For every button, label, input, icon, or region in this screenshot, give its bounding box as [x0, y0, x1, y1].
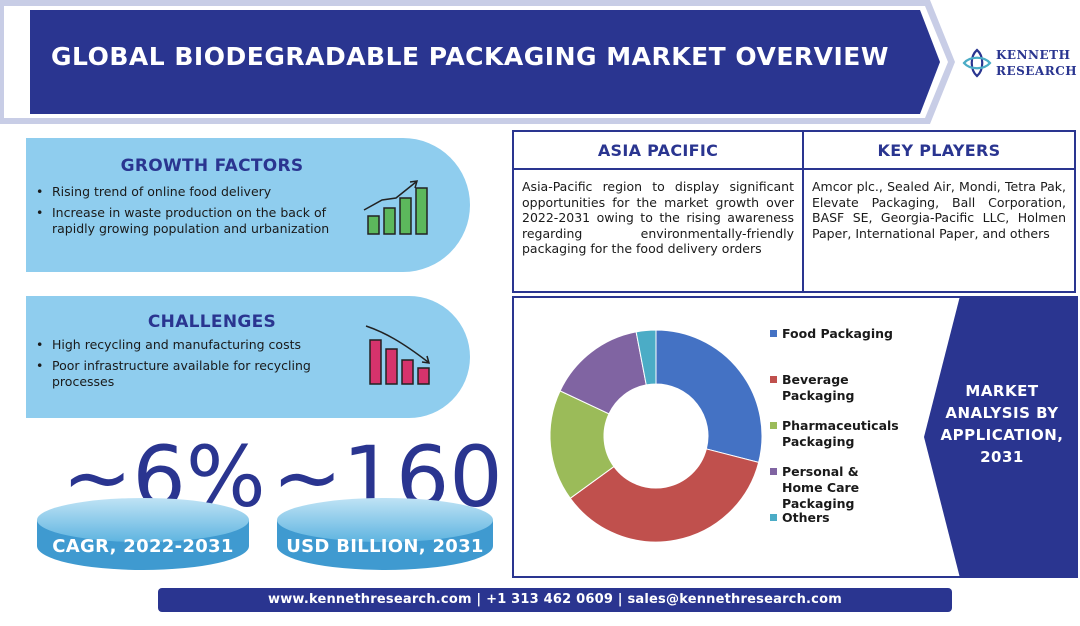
- market-analysis-line-1: MARKET: [965, 382, 1039, 400]
- legend-swatch: [770, 330, 777, 337]
- donut-slice-food-packaging: [655, 329, 763, 463]
- decline-chart-icon: [365, 325, 431, 385]
- contact-footer: www.kennethresearch.com | +1 313 462 060…: [158, 588, 952, 612]
- key-players-title: KEY PLAYERS: [804, 132, 1074, 170]
- market-size-label: USD BILLION, 2031: [286, 536, 484, 557]
- market-analysis-label: MARKET ANALYSIS BY APPLICATION, 2031: [932, 380, 1072, 468]
- market-analysis-line-4: 2031: [980, 448, 1024, 466]
- legend-label: Beverage Packaging: [782, 372, 855, 403]
- list-item: Poor infrastructure available for recycl…: [34, 358, 354, 390]
- legend-swatch: [770, 514, 777, 521]
- legend-label: Pharmaceuticals Packaging: [782, 418, 899, 449]
- legend-swatch: [770, 468, 777, 475]
- header-banner-shape: [0, 0, 955, 124]
- growth-factors-title: GROWTH FACTORS: [120, 156, 304, 176]
- key-players-box: KEY PLAYERS Amcor plc., Sealed Air, Mond…: [802, 130, 1076, 293]
- legend-label: Personal & Home Care Packaging: [782, 464, 860, 511]
- asia-pacific-text: Asia-Pacific region to display significa…: [522, 179, 794, 256]
- key-players-text: Amcor plc., Sealed Air, Mondi, Tetra Pak…: [812, 179, 1066, 241]
- application-chart-panel: Food Packaging Beverage Packaging Pharmaceu…: [512, 296, 1078, 578]
- donut-slice-beverage-packaging: [569, 448, 760, 543]
- asia-pacific-box: ASIA PACIFIC Asia-Pacific region to disp…: [512, 130, 804, 293]
- challenges-panel: CHALLENGES High recycling and manufactur…: [26, 296, 470, 418]
- growth-factors-panel: GROWTH FACTORS Rising trend of online fo…: [26, 138, 470, 272]
- logo-mark-icon: [962, 48, 992, 78]
- market-analysis-shape: [924, 296, 1078, 578]
- list-item: High recycling and manufacturing costs: [34, 337, 354, 353]
- logo-line-1: KENNETH: [996, 48, 1071, 62]
- kenneth-research-logo: KENNETH RESEARCH: [960, 44, 1078, 84]
- cagr-label: CAGR, 2022-2031: [52, 536, 234, 557]
- header-banner: GLOBAL BIODEGRADABLE PACKAGING MARKET OV…: [0, 0, 960, 124]
- challenges-title: CHALLENGES: [147, 312, 277, 332]
- market-size-base-shape: [277, 498, 493, 570]
- legend-label: Food Packaging: [782, 326, 894, 341]
- list-item: Increase in waste production on the back…: [34, 205, 354, 237]
- growth-chart-icon: [363, 180, 428, 235]
- legend-swatch: [770, 376, 777, 383]
- market-analysis-line-2: ANALYSIS BY: [945, 404, 1059, 422]
- page-title: GLOBAL BIODEGRADABLE PACKAGING MARKET OV…: [51, 42, 889, 71]
- growth-factors-list: Rising trend of online food delivery Inc…: [34, 184, 354, 242]
- challenges-list: High recycling and manufacturing costs P…: [34, 337, 354, 395]
- cagr-base-shape: [37, 498, 249, 570]
- donut-slice-others: [635, 329, 657, 386]
- market-analysis-line-3: APPLICATION,: [940, 426, 1064, 444]
- legend-label: Others: [782, 510, 830, 525]
- list-item: Rising trend of online food delivery: [34, 184, 354, 200]
- legend-swatch: [770, 422, 777, 429]
- donut-chart: [549, 329, 763, 543]
- asia-pacific-title: ASIA PACIFIC: [514, 132, 802, 170]
- logo-line-2: RESEARCH: [996, 64, 1078, 78]
